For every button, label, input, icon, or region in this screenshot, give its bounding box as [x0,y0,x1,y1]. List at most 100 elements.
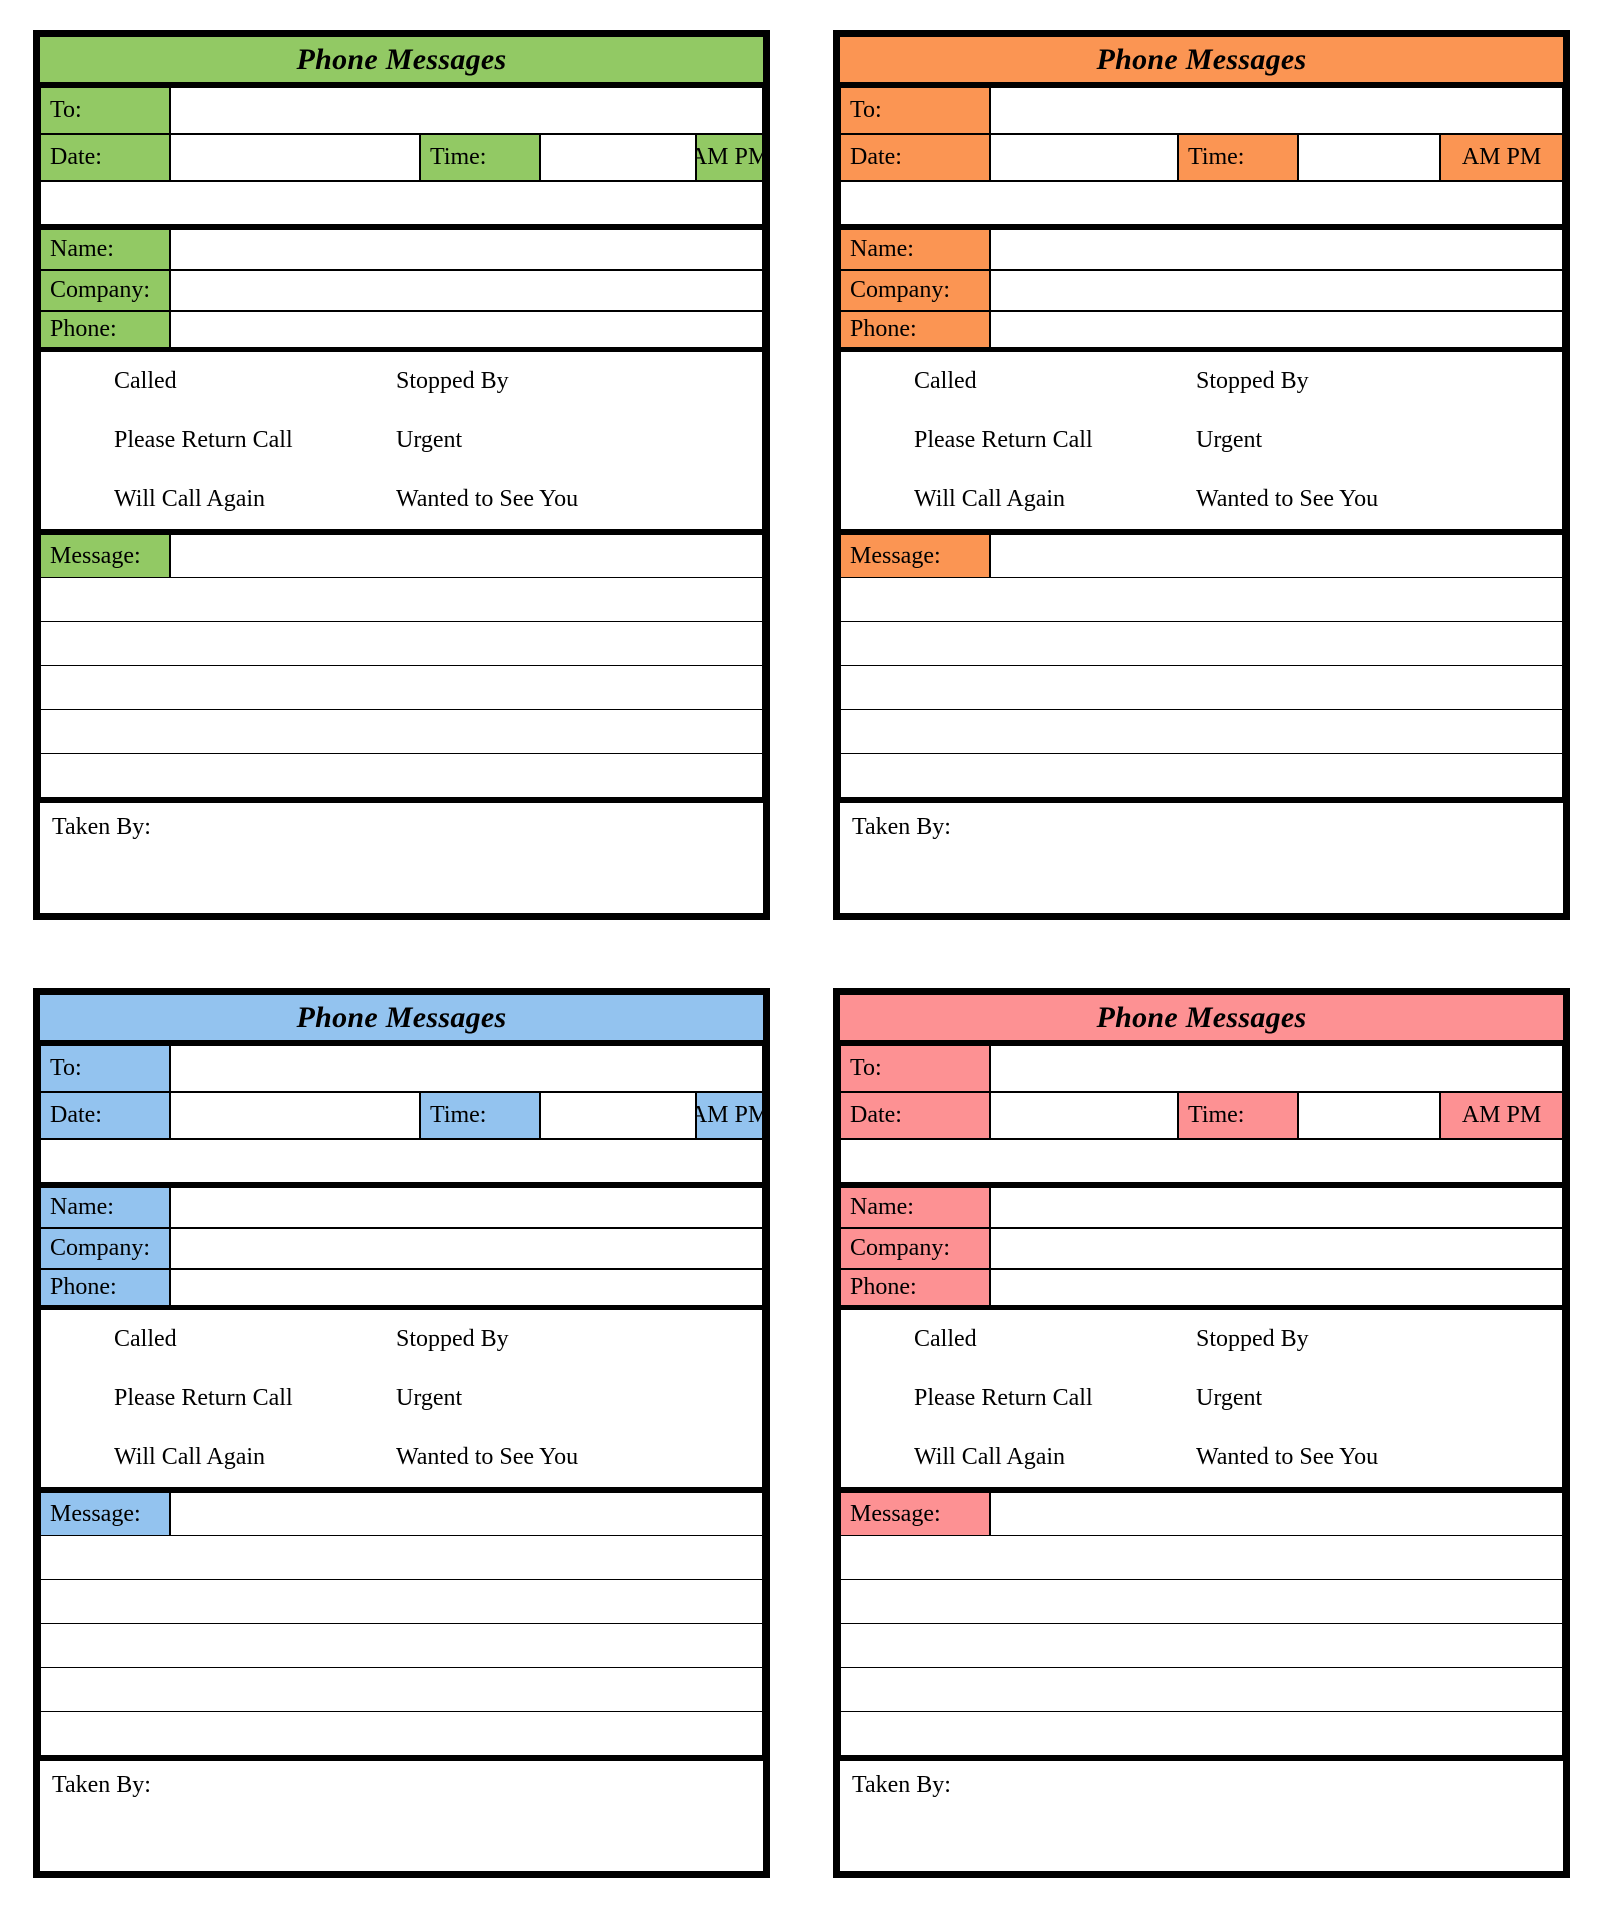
company-input[interactable] [170,270,763,311]
option-urgent[interactable]: Urgent [1196,427,1263,453]
message-line[interactable] [840,1536,1563,1580]
option-called[interactable]: Called [114,368,177,394]
message-line[interactable] [40,754,763,798]
message-line[interactable] [40,710,763,754]
option-will-call-again[interactable]: Will Call Again [114,486,266,512]
message-blank-lines[interactable] [840,1536,1563,1756]
phone-message-card: Phone Messages To: Date: Time: AM PM Nam… [33,988,770,1878]
option-urgent[interactable]: Urgent [1196,1385,1263,1411]
option-wanted-to-see-you[interactable]: Wanted to See You [396,486,579,512]
message-label: Message: [40,534,170,578]
time-label: Time: [1178,1092,1298,1139]
name-input[interactable] [170,229,763,270]
message-line[interactable] [40,1624,763,1668]
taken-by-row[interactable]: Taken By: [40,798,763,851]
spacer-cell [40,1139,763,1187]
card-title-bar: Phone Messages [40,995,763,1045]
message-line[interactable] [840,710,1563,754]
message-line[interactable] [40,1580,763,1624]
option-urgent[interactable]: Urgent [396,1385,463,1411]
to-input[interactable] [170,87,763,134]
phone-input[interactable] [990,311,1563,352]
date-input[interactable] [170,1092,420,1139]
message-line[interactable] [40,1668,763,1712]
ampm-toggle[interactable]: AM PM [696,134,763,181]
option-stopped-by[interactable]: Stopped By [396,1326,509,1352]
message-line[interactable] [840,1624,1563,1668]
time-input[interactable] [1298,1092,1440,1139]
option-wanted-to-see-you[interactable]: Wanted to See You [1196,486,1379,512]
option-called[interactable]: Called [914,1326,977,1352]
option-please-return-call[interactable]: Please Return Call [114,1385,293,1411]
message-input[interactable] [990,1492,1563,1536]
option-stopped-by[interactable]: Stopped By [1196,1326,1309,1352]
spacer-row [840,181,1563,229]
phone-input[interactable] [990,1269,1563,1310]
phone-message-card: Phone Messages To: Date: Time: AM PM Nam… [833,988,1570,1878]
option-wanted-to-see-you[interactable]: Wanted to See You [1196,1444,1379,1470]
message-blank-lines[interactable] [840,578,1563,798]
date-input[interactable] [990,1092,1178,1139]
message-blank-lines[interactable] [40,578,763,798]
option-row: Will Call Again Wanted to See You [41,1428,762,1487]
option-please-return-call[interactable]: Please Return Call [914,427,1093,453]
option-will-call-again[interactable]: Will Call Again [114,1444,266,1470]
spacer-cell [840,181,1563,229]
message-input[interactable] [170,1492,763,1536]
ampm-toggle[interactable]: AM PM [1440,1092,1563,1139]
to-input[interactable] [170,1045,763,1092]
date-input[interactable] [170,134,420,181]
option-called[interactable]: Called [914,368,977,394]
message-line[interactable] [840,754,1563,798]
phone-row: Phone: [40,311,763,352]
option-please-return-call[interactable]: Please Return Call [914,1385,1093,1411]
time-input[interactable] [540,1092,696,1139]
option-please-return-call[interactable]: Please Return Call [114,427,293,453]
phone-label: Phone: [40,1269,170,1310]
message-line[interactable] [840,578,1563,622]
message-line[interactable] [840,1712,1563,1756]
name-input[interactable] [990,1187,1563,1228]
option-called[interactable]: Called [114,1326,177,1352]
ampm-toggle[interactable]: AM PM [1440,134,1563,181]
message-input[interactable] [170,534,763,578]
message-blank-lines[interactable] [40,1536,763,1756]
option-wanted-to-see-you[interactable]: Wanted to See You [396,1444,579,1470]
message-line[interactable] [840,1668,1563,1712]
option-stopped-by[interactable]: Stopped By [1196,368,1309,394]
message-line[interactable] [840,666,1563,710]
company-input[interactable] [170,1228,763,1269]
option-will-call-again[interactable]: Will Call Again [914,1444,1066,1470]
message-line[interactable] [40,622,763,666]
taken-by-row[interactable]: Taken By: [840,1756,1563,1809]
message-line[interactable] [40,666,763,710]
message-line[interactable] [40,1712,763,1756]
to-input[interactable] [990,1045,1563,1092]
message-line[interactable] [40,578,763,622]
time-input[interactable] [1298,134,1440,181]
company-input[interactable] [990,1228,1563,1269]
option-will-call-again[interactable]: Will Call Again [914,486,1066,512]
name-input[interactable] [170,1187,763,1228]
message-line[interactable] [40,1536,763,1580]
phone-input[interactable] [170,1269,763,1310]
message-input[interactable] [990,534,1563,578]
company-input[interactable] [990,270,1563,311]
taken-by-row[interactable]: Taken By: [40,1756,763,1809]
taken-by-label: Taken By: [852,813,951,840]
ampm-toggle[interactable]: AM PM [696,1092,763,1139]
spacer-cell [40,181,763,229]
option-urgent[interactable]: Urgent [396,427,463,453]
card-title-bar: Phone Messages [40,37,763,87]
option-stopped-by[interactable]: Stopped By [396,368,509,394]
time-input[interactable] [540,134,696,181]
message-line[interactable] [840,622,1563,666]
date-input[interactable] [990,134,1178,181]
name-input[interactable] [990,229,1563,270]
taken-by-row[interactable]: Taken By: [840,798,1563,851]
phone-input[interactable] [170,311,763,352]
message-line[interactable] [840,1580,1563,1624]
name-row: Name: [40,1187,763,1228]
to-input[interactable] [990,87,1563,134]
